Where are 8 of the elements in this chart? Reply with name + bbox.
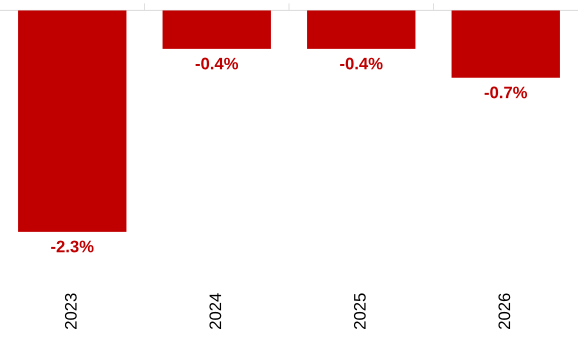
x-tick-label: 2024: [209, 293, 222, 329]
x-tick-label: 2026: [498, 293, 510, 329]
data-label: -0.4%: [340, 58, 383, 70]
data-label: -0.4%: [196, 58, 238, 70]
data-label: -2.3%: [51, 240, 94, 252]
x-tick-label: 2023: [64, 293, 77, 329]
data-label: -0.7%: [484, 86, 528, 98]
x-tick-label: 2025: [354, 293, 366, 329]
